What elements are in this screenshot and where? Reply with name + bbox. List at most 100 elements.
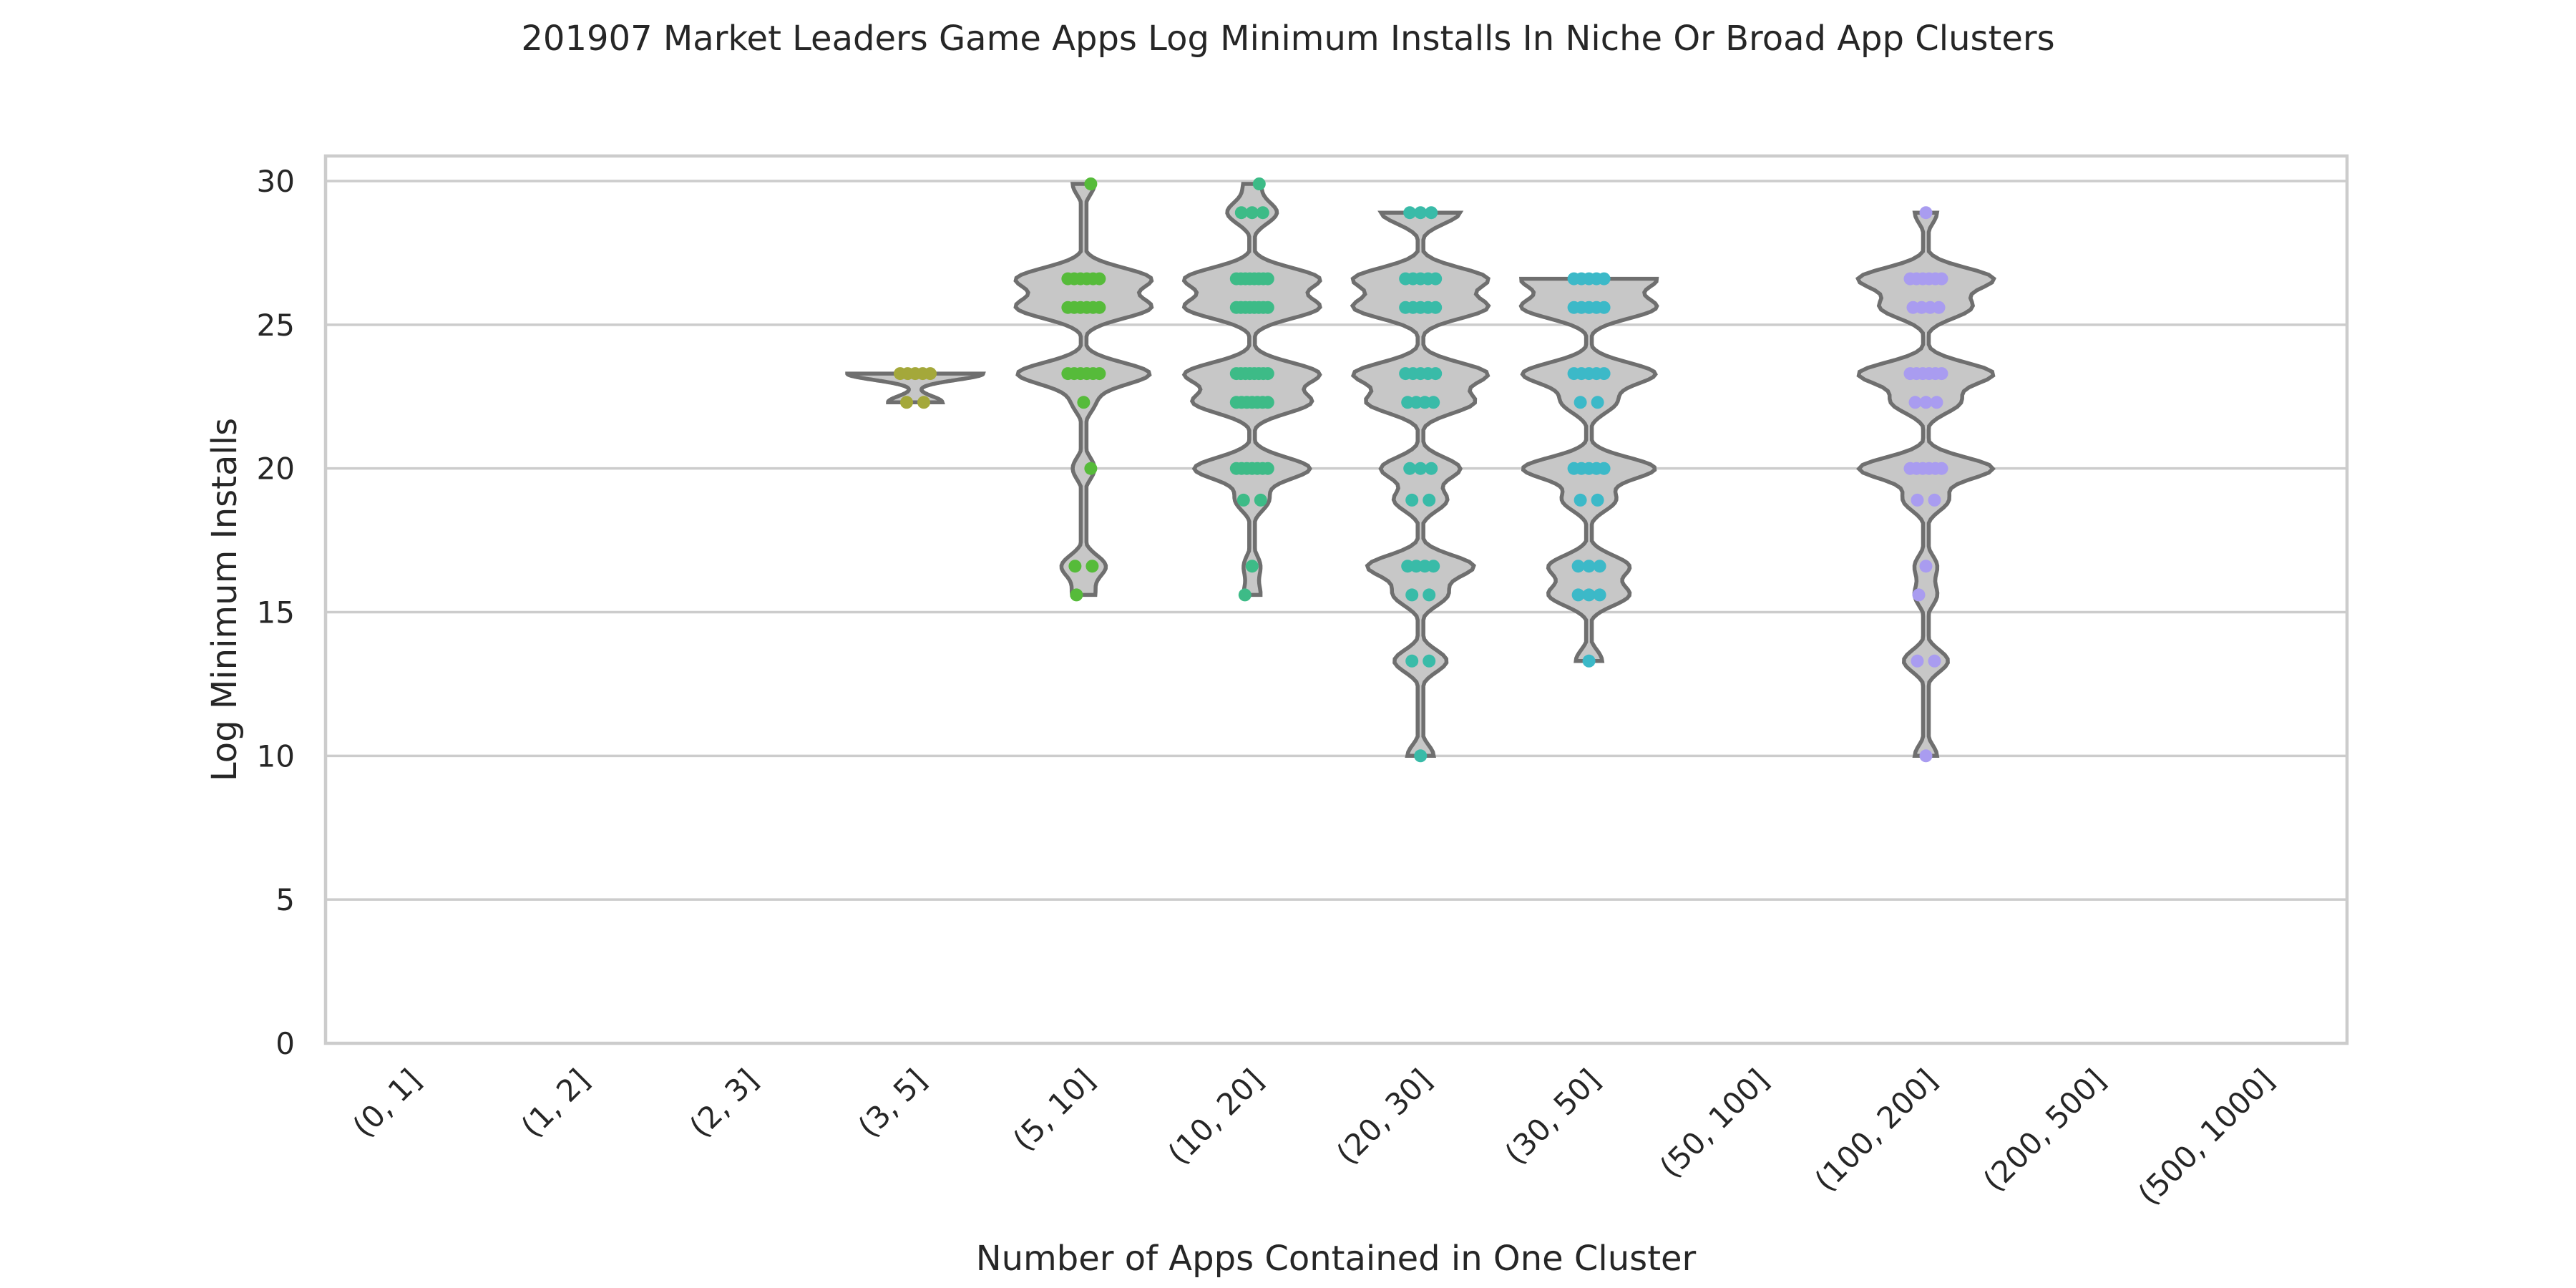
y-axis-label: Log Minimum Installs bbox=[205, 418, 245, 781]
data-point bbox=[1591, 493, 1604, 507]
data-point bbox=[1405, 588, 1419, 602]
violin-body bbox=[1013, 182, 1154, 597]
data-point bbox=[1429, 272, 1443, 286]
data-point bbox=[1593, 560, 1606, 573]
data-point bbox=[1912, 588, 1926, 602]
y-tick-label: 5 bbox=[275, 882, 295, 917]
violins bbox=[845, 182, 1996, 758]
data-point bbox=[1084, 177, 1098, 190]
data-point bbox=[1414, 462, 1428, 475]
data-point bbox=[1093, 367, 1106, 381]
data-point bbox=[1919, 396, 1933, 409]
violin-body bbox=[1855, 210, 1996, 758]
data-point bbox=[900, 396, 913, 409]
data-point bbox=[924, 367, 937, 381]
data-point bbox=[1236, 493, 1250, 507]
data-point bbox=[1093, 301, 1106, 314]
data-point bbox=[1427, 560, 1440, 573]
data-point bbox=[1597, 301, 1611, 314]
x-tick-label: (200, 500] bbox=[1976, 1062, 2112, 1198]
grid-lines bbox=[326, 180, 2347, 1045]
data-point bbox=[1425, 462, 1438, 475]
data-point bbox=[1574, 396, 1587, 409]
data-point bbox=[1935, 367, 1948, 381]
data-point bbox=[1935, 462, 1948, 475]
x-tick-label: (1, 2] bbox=[514, 1062, 596, 1143]
x-tick-label: (3, 5] bbox=[852, 1062, 933, 1143]
data-point bbox=[1582, 560, 1596, 573]
data-point bbox=[1930, 396, 1943, 409]
data-point bbox=[1574, 493, 1587, 507]
data-point bbox=[1084, 462, 1098, 475]
data-point bbox=[1077, 396, 1091, 409]
y-tick-label: 25 bbox=[257, 308, 295, 343]
y-tick-label: 10 bbox=[257, 738, 295, 774]
data-point bbox=[1932, 301, 1946, 314]
y-tick-label: 0 bbox=[275, 1026, 295, 1061]
data-point bbox=[1423, 493, 1436, 507]
data-point bbox=[1245, 206, 1259, 220]
x-tick-label: (2, 3] bbox=[683, 1062, 764, 1143]
x-tick-label: (100, 200] bbox=[1807, 1062, 1943, 1198]
y-tick-label: 20 bbox=[257, 452, 295, 487]
x-tick-label: (20, 30] bbox=[1330, 1062, 1438, 1171]
data-point bbox=[1571, 588, 1585, 602]
data-point bbox=[1403, 206, 1417, 220]
data-point bbox=[1935, 272, 1948, 286]
x-tick-labels: (0, 1] (1, 2] (2, 3] (3, 5] (5, 10] (10, 20] (… bbox=[346, 1062, 2280, 1211]
data-point bbox=[1423, 588, 1436, 602]
x-tick-label: (0, 1] bbox=[346, 1062, 427, 1143]
y-tick-label: 30 bbox=[257, 164, 295, 199]
data-point bbox=[1252, 177, 1266, 190]
plot-frame bbox=[323, 154, 2349, 1045]
violin-body bbox=[1181, 182, 1322, 597]
data-point bbox=[1429, 367, 1443, 381]
x-axis-label: Number of Apps Contained in One Cluster bbox=[976, 1239, 1697, 1279]
data-point bbox=[1261, 396, 1274, 409]
data-point bbox=[1597, 272, 1611, 286]
data-point bbox=[1068, 560, 1082, 573]
data-point bbox=[1403, 462, 1417, 475]
data-point bbox=[1908, 396, 1922, 409]
chart-title: 201907 Market Leaders Game Apps Log Mini… bbox=[521, 19, 2054, 59]
data-point bbox=[1238, 588, 1252, 602]
data-point bbox=[1085, 560, 1099, 573]
data-point bbox=[1928, 654, 1941, 668]
data-point bbox=[1425, 206, 1438, 220]
data-point bbox=[1261, 462, 1274, 475]
y-tick-labels: 0 5 10 15 20 25 30 bbox=[257, 164, 295, 1061]
data-point bbox=[1405, 654, 1419, 668]
data-point bbox=[1911, 493, 1924, 507]
violin-body bbox=[1350, 210, 1491, 758]
data-point bbox=[1093, 272, 1106, 286]
x-tick-label: (50, 100] bbox=[1653, 1062, 1775, 1184]
data-point bbox=[1911, 654, 1924, 668]
data-point bbox=[1597, 462, 1611, 475]
data-point bbox=[1582, 588, 1596, 602]
data-point bbox=[1928, 493, 1941, 507]
data-point bbox=[1070, 588, 1083, 602]
data-point bbox=[1919, 206, 1933, 220]
data-point bbox=[1423, 654, 1436, 668]
x-tick-label: (30, 50] bbox=[1498, 1062, 1606, 1171]
x-tick-label: (10, 20] bbox=[1161, 1062, 1270, 1171]
data-point bbox=[1919, 749, 1933, 763]
violin-body bbox=[845, 371, 986, 405]
y-tick-label: 15 bbox=[257, 595, 295, 630]
data-point bbox=[1256, 206, 1269, 220]
data-point bbox=[1261, 367, 1274, 381]
data-points bbox=[894, 177, 1948, 763]
data-point bbox=[1405, 493, 1419, 507]
data-point bbox=[1414, 749, 1428, 763]
data-point bbox=[1234, 206, 1248, 220]
data-point bbox=[1429, 301, 1443, 314]
x-tick-label: (5, 10] bbox=[1006, 1062, 1101, 1157]
data-point bbox=[917, 396, 930, 409]
data-point bbox=[1919, 560, 1933, 573]
data-point bbox=[1571, 560, 1585, 573]
data-point bbox=[1261, 301, 1274, 314]
data-point bbox=[1597, 367, 1611, 381]
data-point bbox=[1593, 588, 1606, 602]
data-point bbox=[1254, 493, 1267, 507]
